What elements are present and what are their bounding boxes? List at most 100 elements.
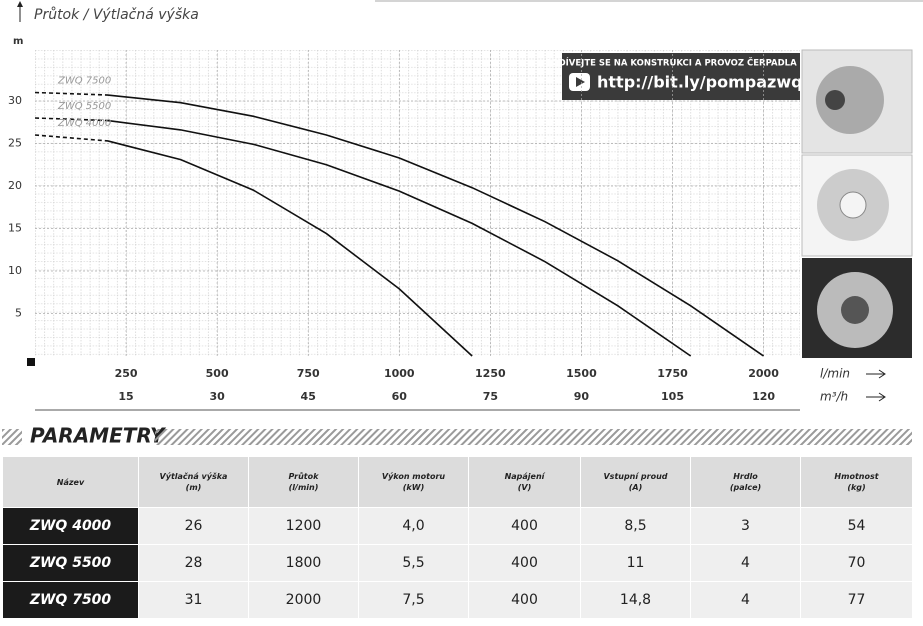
x-tick-label: 1250 [475,367,506,380]
table-cell: 28 [138,544,249,582]
cutter-hub [841,296,869,324]
table-cell: 31 [138,581,249,619]
column-unit: (m) [185,483,202,492]
x2-arrow [866,392,886,402]
pump-curve [34,91,765,357]
y-unit: m [13,36,23,47]
column-unit: (kg) [847,483,866,492]
pump-curve [34,134,473,357]
stripe-right [155,429,912,445]
column-header: Hmotnost (kg) [800,456,913,508]
table-cell: 400 [468,507,581,545]
origin-square [27,358,35,366]
column-unit: (kW) [402,483,425,492]
column-label: Průtok [288,472,319,481]
table-cell: 400 [468,581,581,619]
x2-tick-label: 75 [483,390,498,403]
x-tick-label: 250 [115,367,138,380]
column-label: Výkon motoru [381,472,446,481]
y-arrowhead [17,1,23,7]
x2-tick-label: 30 [209,390,225,403]
x2-tick-label: 105 [661,390,684,403]
column-label: Hmotnost [834,472,879,481]
column-header: Název [2,456,139,508]
column-header: Vstupní proud (A) [580,456,691,508]
y-tick-label: 25 [8,137,22,150]
x-tick-label: 750 [297,367,320,380]
model-name: ZWQ 5500 [2,544,139,582]
column-unit: (V) [517,483,532,492]
y-tick-label: 5 [15,307,22,320]
video-play [576,77,585,87]
column-label: Hrdlo [733,472,758,481]
model-name: ZWQ 7500 [2,581,139,619]
column-header: Výkon motoru (kW) [358,456,469,508]
flange-hole [839,191,867,219]
column-unit: (palce) [729,483,762,492]
y-tick-label: 20 [8,179,22,192]
table-row: ZWQ 4000 26 1200 4,0 400 8,5 3 54 [2,507,913,545]
table-cell: 4 [690,544,801,582]
curve-label: ZWQ 7500 [57,76,111,87]
table-cell: 400 [468,544,581,582]
table-row: ZWQ 5500 28 1800 5,5 400 11 4 70 [2,544,913,582]
stripe-left [2,429,22,445]
table-cell: 14,8 [580,581,691,619]
x-unit: l/min [820,367,850,381]
table-row: ZWQ 7500 31 2000 7,5 400 14,8 4 77 [2,581,913,619]
table-cell: 1200 [248,507,359,545]
column-header: Výtlačná výška (m) [138,456,249,508]
table-cell: 26 [138,507,249,545]
x-arrow [866,369,886,379]
x2-unit: m³/h [820,390,848,404]
table-cell: 11 [580,544,691,582]
x2-tick-label: 90 [574,390,590,403]
chart: Průtok / Výtlačná výška m l/min m³/h POD… [2,0,923,448]
x-tick-label: 500 [206,367,229,380]
table-cell: 77 [800,581,913,619]
table-cell: 3 [690,507,801,545]
x2-tick-label: 15 [118,390,133,403]
x2-tick-label: 45 [301,390,316,403]
y-tick-label: 10 [8,264,22,277]
product-images [801,49,913,358]
column-label: Název [56,477,85,487]
curve-label: ZWQ 4000 [57,118,111,129]
column-label: Napájení [504,472,545,481]
column-unit: (l/min) [288,483,319,492]
table-cell: 54 [800,507,913,545]
impeller-hub [825,90,845,110]
x2-tick-label: 60 [392,390,408,403]
banner[interactable] [562,53,800,100]
table-cell: 7,5 [358,581,469,619]
column-header: Hrdlo (palce) [690,456,801,508]
column-unit: (A) [628,483,643,492]
column-label: Vstupní proud [603,472,668,481]
section-title: PARAMETRY [30,424,167,448]
table-cell: 8,5 [580,507,691,545]
impeller-shape [816,66,884,134]
pump-curve [34,117,692,357]
table-cell: 2000 [248,581,359,619]
x-tick-label: 1500 [566,367,597,380]
table-cell: 1800 [248,544,359,582]
y-tick-label: 30 [8,94,22,107]
table-cell: 70 [800,544,913,582]
banner-text: PODÍVEJTE SE NA KONSTRUKCI A PROVOZ ČERP… [545,57,817,69]
x-tick-label: 2000 [748,367,779,380]
parameters-table: Název Výtlačná výška (m) Průtok (l/min) Výkon… [2,456,913,619]
y-tick-label: 15 [8,222,22,235]
column-header: Napájení (V) [468,456,581,508]
x-tick-label: 1000 [384,367,415,380]
x2-tick-label: 120 [752,390,775,403]
x-tick-label: 1750 [657,367,688,380]
table-cell: 5,5 [358,544,469,582]
curve-label: ZWQ 5500 [57,101,111,112]
column-label: Výtlačná výška [159,472,228,481]
table-cell: 4 [690,581,801,619]
chart-title: Průtok / Výtlačná výška [34,7,199,23]
model-name: ZWQ 4000 [2,507,139,545]
banner-url[interactable]: http://bit.ly/pompazwq [597,73,803,92]
column-header: Průtok (l/min) [248,456,359,508]
